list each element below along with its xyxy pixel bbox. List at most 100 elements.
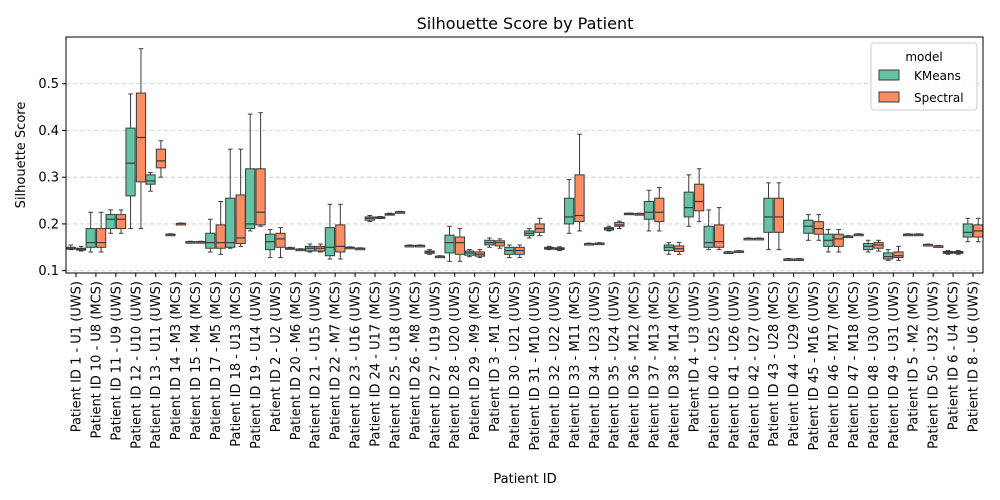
box-kmeans	[803, 214, 814, 241]
box-spectral	[554, 246, 565, 252]
x-axis-ticks: Patient ID 1 - U1 (UWS) Patient ID 10 - U…	[69, 273, 982, 451]
box-iqr	[833, 233, 844, 247]
box-spectral	[395, 210, 406, 214]
x-tick-label: Patient ID 12 - U10 (UWS)	[129, 281, 144, 449]
box-spectral	[235, 148, 246, 247]
box-kmeans	[962, 217, 973, 243]
box-kmeans	[364, 215, 375, 223]
plot-frame	[65, 36, 984, 274]
box-kmeans	[125, 93, 136, 230]
x-tick-label: Patient ID 37 - M13 (MCS)	[648, 281, 663, 448]
x-tick-label: Patient ID 24 - U17 (MCS)	[368, 281, 383, 447]
x-tick-label: Patient ID 33 - M11 (MCS)	[568, 281, 583, 448]
box-kmeans	[583, 242, 595, 246]
box-kmeans	[504, 244, 515, 259]
box-kmeans	[783, 258, 794, 261]
box-spectral	[494, 238, 505, 249]
box-kmeans	[324, 203, 336, 260]
x-tick-label: Patient ID 26 - M8 (MCS)	[408, 281, 423, 440]
x-tick-label: Patient ID 47 - M18 (MCS)	[847, 281, 862, 448]
box-kmeans	[464, 249, 475, 258]
box-kmeans	[384, 212, 395, 216]
box-iqr	[96, 228, 107, 248]
x-tick-label: Patient ID 31 - M10 (UWS)	[528, 281, 543, 451]
box-iqr	[893, 251, 904, 259]
box-spectral	[694, 168, 705, 223]
box-iqr	[205, 232, 216, 249]
x-tick-label: Patient ID 49 - U31 (UWS)	[887, 281, 902, 449]
box-iqr	[115, 214, 127, 230]
box-spectral	[414, 244, 426, 248]
x-axis-title: Patient ID	[493, 472, 556, 487]
y-tick-label: 0.4	[38, 124, 59, 139]
x-tick-label: Patient ID 41 - U26 (UWS)	[727, 281, 742, 449]
box-iqr	[643, 200, 654, 220]
legend-swatch-spectral	[878, 91, 900, 103]
box-iqr	[105, 214, 116, 230]
box-kmeans	[643, 189, 654, 232]
x-tick-label: Patient ID 8 - U6 (UWS)	[967, 281, 982, 432]
box-iqr	[713, 224, 725, 248]
box-iqr	[125, 127, 136, 197]
box-kmeans	[544, 245, 555, 251]
y-axis-title: Silhouette Score	[14, 102, 29, 209]
box-iqr	[85, 228, 96, 248]
box-spectral	[853, 233, 864, 237]
box-iqr	[962, 223, 973, 238]
box-spectral	[913, 233, 924, 237]
x-tick-label: Patient ID 19 - U14 (UWS)	[249, 281, 264, 449]
box-kmeans	[284, 246, 296, 250]
box-iqr	[763, 197, 774, 233]
x-tick-label: Patient ID 15 - M4 (MCS)	[189, 281, 204, 440]
box-iqr	[694, 183, 705, 212]
box-iqr	[215, 224, 226, 249]
box-iqr	[155, 148, 167, 169]
box-spectral	[454, 228, 466, 262]
box-kmeans	[623, 212, 635, 216]
y-tick-label: 0.3	[38, 171, 59, 186]
box-iqr	[255, 168, 266, 226]
box-spectral	[135, 48, 147, 230]
box-kmeans	[703, 209, 714, 251]
x-tick-label: Patient ID 4 - U3 (UWS)	[687, 281, 702, 432]
box-spectral	[76, 245, 87, 252]
box-kmeans	[723, 251, 734, 254]
box-iqr	[703, 225, 714, 248]
x-tick-label: Patient ID 17 - M5 (MCS)	[209, 281, 224, 440]
x-tick-label: Patient ID 23 - U16 (UWS)	[349, 281, 364, 449]
box-kmeans	[444, 225, 455, 262]
x-tick-label: Patient ID 6 - U4 (MCS)	[947, 281, 962, 430]
x-tick-label: Patient ID 30 - U21 (UWS)	[508, 281, 523, 449]
box-iqr	[813, 221, 824, 235]
box-spectral	[873, 239, 884, 252]
x-tick-label: Patient ID 36 - M12 (MCS)	[628, 281, 643, 448]
box-iqr	[683, 191, 694, 218]
x-tick-label: Patient ID 13 - U11 (UWS)	[149, 281, 164, 449]
box-iqr	[454, 236, 466, 255]
box-spectral	[833, 229, 844, 253]
y-tick-label: 0.1	[38, 264, 59, 279]
box-kmeans	[185, 240, 196, 244]
box-kmeans	[942, 250, 953, 255]
box-spectral	[115, 209, 127, 234]
box-kmeans	[65, 244, 76, 251]
box-iqr	[444, 234, 455, 254]
box-spectral	[96, 211, 107, 253]
box-kmeans	[245, 113, 256, 232]
legend-swatch-kmeans	[878, 69, 900, 81]
x-tick-label: Patient ID 32 - U22 (UWS)	[548, 281, 563, 449]
x-tick-label: Patient ID 3 - M1 (MCS)	[488, 281, 503, 432]
box-spectral	[893, 245, 904, 261]
y-tick-label: 0.5	[38, 77, 59, 92]
x-tick-label: Patient ID 35 - U24 (UWS)	[608, 281, 623, 449]
box-spectral	[674, 242, 685, 255]
x-tick-label: Patient ID 2 - U2 (UWS)	[269, 281, 284, 432]
box-kmeans	[404, 244, 415, 248]
x-tick-label: Patient ID 34 - U23 (UWS)	[588, 281, 603, 449]
box-spectral	[933, 244, 944, 248]
box-spectral	[255, 112, 266, 227]
x-tick-label: Patient ID 38 - M14 (MCS)	[668, 281, 683, 448]
box-spectral	[534, 217, 545, 237]
legend-label-kmeans: KMeans	[914, 69, 961, 83]
x-tick-label: Patient ID 11 - U9 (UWS)	[109, 281, 124, 441]
